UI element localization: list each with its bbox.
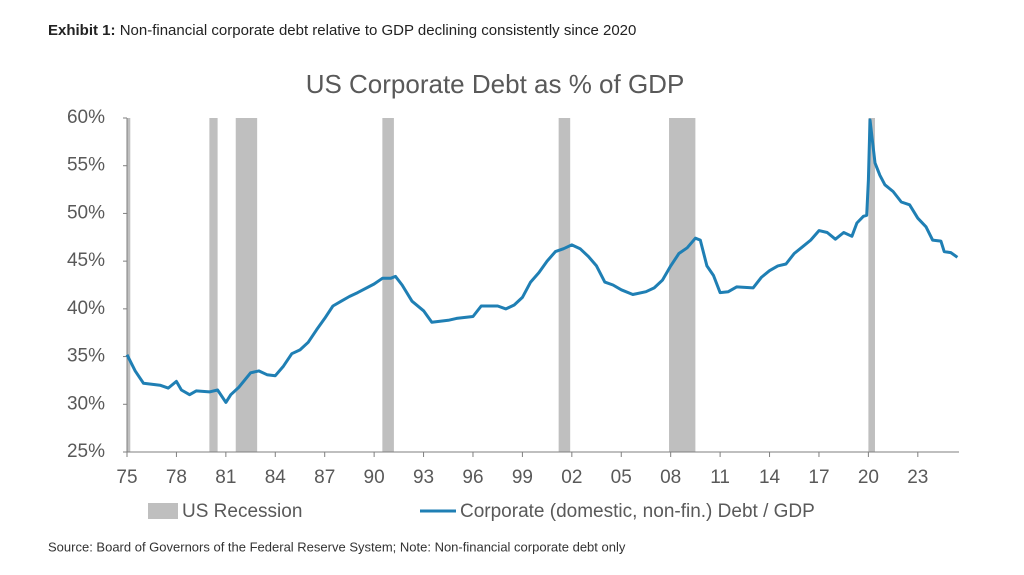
legend-swatch (148, 503, 178, 519)
x-tick-label: 87 (314, 467, 335, 488)
x-tick-label: 05 (611, 467, 632, 488)
y-tick-label: 35% (67, 346, 105, 367)
exhibit-header: Exhibit 1: Non-financial corporate debt … (48, 22, 636, 39)
x-tick-label: 20 (858, 467, 879, 488)
x-tick-label: 93 (413, 467, 434, 488)
x-tick-label: 02 (561, 467, 582, 488)
legend-label: Corporate (domestic, non-fin.) Debt / GD… (460, 501, 815, 522)
exhibit-text: Non-financial corporate debt relative to… (120, 22, 637, 39)
recession-band (558, 118, 571, 452)
recession-band (669, 118, 696, 452)
recession-band (209, 118, 218, 452)
x-tick-label: 14 (759, 467, 781, 488)
chart-title: US Corporate Debt as % of GDP (306, 69, 685, 99)
y-tick-label: 45% (67, 250, 105, 271)
y-tick-label: 55% (67, 155, 105, 176)
x-tick-label: 84 (265, 467, 287, 488)
recession-band (868, 118, 875, 452)
y-tick-label: 40% (67, 298, 105, 319)
x-tick-label: 23 (907, 467, 928, 488)
y-tick-label: 60% (67, 107, 105, 128)
y-tick-label: 50% (67, 202, 105, 223)
x-tick-label: 17 (808, 467, 829, 488)
exhibit-label: Exhibit 1: (48, 22, 116, 39)
x-tick-label: 99 (512, 467, 533, 488)
y-tick-label: 25% (67, 441, 105, 462)
x-tick-label: 08 (660, 467, 681, 488)
x-tick-label: 96 (462, 467, 483, 488)
source-note: Source: Board of Governors of the Federa… (48, 539, 626, 554)
recession-band (382, 118, 394, 452)
x-tick-label: 81 (215, 467, 236, 488)
data-line (125, 118, 959, 404)
x-tick-label: 75 (116, 467, 137, 488)
recession-band (235, 118, 258, 452)
y-tick-label: 30% (67, 393, 105, 414)
x-tick-label: 78 (166, 467, 187, 488)
x-tick-label: 11 (710, 467, 730, 488)
recession-band (127, 118, 131, 452)
x-tick-label: 90 (364, 467, 385, 488)
legend-label: US Recession (182, 501, 302, 522)
